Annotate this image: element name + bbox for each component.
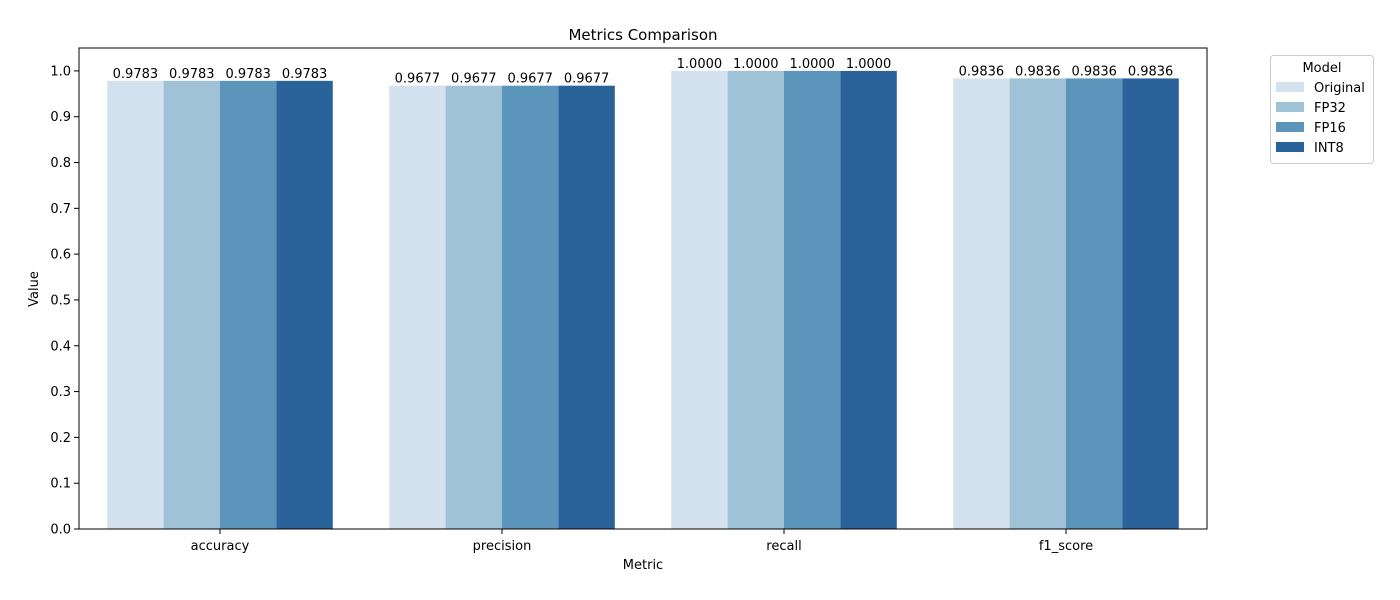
- bar-original-recall: [671, 70, 728, 530]
- y-tick-label: 0.6: [50, 248, 71, 263]
- bar-original-precision: [389, 85, 446, 529]
- y-tick-label: 1.0: [50, 64, 71, 79]
- legend-label-fp16: FP16: [1314, 121, 1346, 136]
- bar-fp16-accuracy: [220, 80, 277, 529]
- bar-label-fp16-f1_score: 0.9836: [1071, 64, 1117, 79]
- bar-label-int8-recall: 1.0000: [846, 57, 892, 72]
- bar-labels-group: 0.9783 0.9677 1.0000 0.9836 0.9783 0.9677 1.00…: [113, 57, 1174, 87]
- y-tick-label: 0.3: [50, 385, 71, 400]
- bar-label-original-recall: 1.0000: [677, 57, 723, 72]
- y-tick-label: 0.7: [50, 202, 71, 217]
- legend-title: Model: [1302, 61, 1341, 76]
- bar-label-fp16-accuracy: 0.9783: [225, 67, 271, 82]
- y-tick-label: 0.8: [50, 156, 71, 171]
- bar-label-fp32-precision: 0.9677: [451, 72, 497, 87]
- bar-label-int8-accuracy: 0.9783: [282, 67, 328, 82]
- bar-label-fp32-f1_score: 0.9836: [1015, 64, 1061, 79]
- x-axis-label: Metric: [623, 558, 663, 573]
- y-tick-label: 0.4: [50, 339, 71, 354]
- legend-swatch-fp32: [1276, 102, 1304, 112]
- x-tick-label-precision: precision: [473, 539, 532, 554]
- legend-label-original: Original: [1314, 81, 1365, 96]
- legend-swatch-int8: [1276, 142, 1304, 152]
- bar-label-fp16-recall: 1.0000: [789, 57, 835, 72]
- bar-fp32-recall: [727, 70, 784, 530]
- bar-label-int8-f1_score: 0.9836: [1128, 64, 1174, 79]
- bar-fp32-accuracy: [163, 80, 220, 529]
- bar-label-original-accuracy: 0.9783: [113, 67, 159, 82]
- bar-label-fp32-accuracy: 0.9783: [169, 67, 215, 82]
- x-axis: accuracy precision recall f1_score: [191, 529, 1093, 554]
- y-tick-label: 0.2: [50, 431, 71, 446]
- legend-swatch-fp16: [1276, 122, 1304, 132]
- bar-fp16-recall: [784, 70, 841, 530]
- bar-fp32-precision: [445, 85, 502, 529]
- y-tick-label: 0.9: [50, 110, 71, 125]
- bar-label-original-precision: 0.9677: [395, 72, 441, 87]
- bar-int8-accuracy: [276, 80, 333, 529]
- x-tick-label-recall: recall: [766, 539, 801, 554]
- bar-int8-recall: [840, 70, 897, 530]
- bars-group: [107, 70, 1179, 530]
- legend-label-int8: INT8: [1314, 141, 1344, 156]
- y-tick-label: 0.1: [50, 477, 71, 492]
- bar-label-original-f1_score: 0.9836: [959, 64, 1005, 79]
- y-axis: 0.0 0.1 0.2 0.3 0.4 0.5 0.6 0.7 0.8 0.9 1.0: [50, 64, 79, 538]
- bar-fp16-f1_score: [1066, 78, 1123, 530]
- y-tick-label: 0.0: [50, 523, 71, 538]
- plot-frame: [78, 47, 1208, 530]
- bar-label-int8-precision: 0.9677: [564, 72, 610, 87]
- y-axis-label: Value: [27, 271, 42, 307]
- bar-original-f1_score: [953, 78, 1010, 530]
- x-tick-label-f1_score: f1_score: [1039, 539, 1093, 554]
- bar-label-fp16-precision: 0.9677: [507, 72, 553, 87]
- bar-fp32-f1_score: [1009, 78, 1066, 530]
- bar-fp16-precision: [502, 85, 559, 529]
- legend: Model Original FP32 FP16 INT8: [1270, 55, 1374, 164]
- bar-int8-f1_score: [1122, 78, 1179, 530]
- y-tick-label: 0.5: [50, 293, 71, 308]
- bar-original-accuracy: [107, 80, 164, 529]
- legend-swatch-original: [1276, 82, 1304, 92]
- x-tick-label-accuracy: accuracy: [191, 539, 250, 554]
- chart-title: Metrics Comparison: [568, 26, 717, 44]
- bar-int8-precision: [558, 85, 615, 529]
- bar-label-fp32-recall: 1.0000: [733, 57, 779, 72]
- legend-label-fp32: FP32: [1314, 101, 1346, 116]
